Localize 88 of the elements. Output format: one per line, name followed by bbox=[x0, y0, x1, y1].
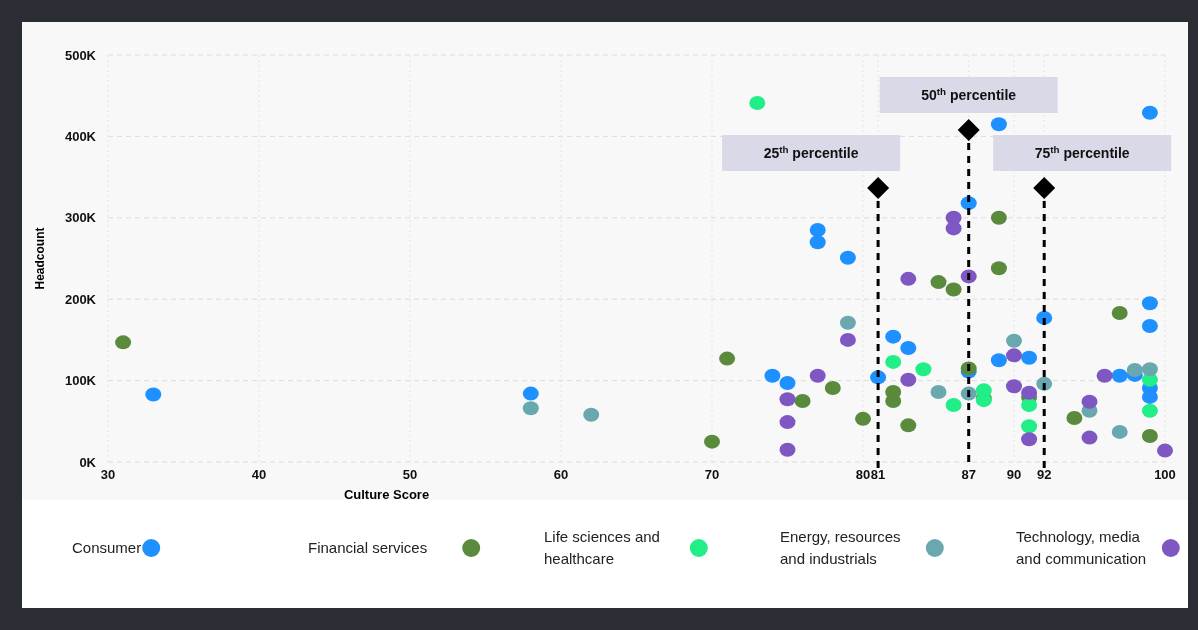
point bbox=[839, 250, 856, 265]
point bbox=[1006, 333, 1022, 348]
point bbox=[1111, 368, 1128, 383]
point bbox=[900, 372, 917, 387]
y-tick-label: 100K bbox=[64, 373, 97, 389]
point bbox=[1126, 363, 1143, 378]
point bbox=[809, 368, 826, 383]
point bbox=[990, 261, 1007, 276]
point bbox=[945, 282, 962, 297]
point bbox=[1141, 296, 1158, 311]
point bbox=[719, 351, 736, 366]
point bbox=[945, 398, 962, 413]
y-tick-label: 400K bbox=[64, 128, 97, 144]
point bbox=[1141, 428, 1158, 443]
point bbox=[1111, 424, 1128, 439]
x-tick-label: 90 bbox=[1006, 467, 1022, 482]
point bbox=[855, 411, 871, 426]
x-tick-label: 80 bbox=[855, 467, 871, 482]
ref-line-label: 75$^{th}$ percentile bbox=[1034, 143, 1130, 161]
point bbox=[1141, 105, 1158, 120]
point bbox=[583, 407, 600, 422]
point bbox=[779, 376, 796, 391]
point bbox=[930, 275, 947, 290]
x-tick-label: 40 bbox=[251, 467, 267, 482]
legend-label: Life sciences and healthcare bbox=[544, 528, 660, 567]
y-tick-label: 200K bbox=[64, 291, 97, 307]
legend-label: Consumer bbox=[72, 539, 142, 556]
point bbox=[1141, 403, 1158, 418]
y-tick-label: 300K bbox=[64, 210, 97, 226]
x-tick-label: 92 bbox=[1036, 467, 1052, 482]
point bbox=[885, 354, 902, 369]
y-tick-label: 500K bbox=[64, 47, 97, 63]
point bbox=[1111, 306, 1128, 321]
point bbox=[522, 386, 539, 401]
x-axis-title: Culture Score bbox=[343, 487, 430, 502]
point bbox=[1006, 348, 1022, 363]
point bbox=[1141, 319, 1158, 334]
x-tick-label: 70 bbox=[704, 467, 720, 482]
x-tick-label: 30 bbox=[100, 467, 116, 482]
point bbox=[824, 380, 841, 395]
ref-line-label: 50$^{th}$ percentile bbox=[921, 85, 1017, 103]
point bbox=[839, 315, 856, 330]
legend-label: Financial services bbox=[308, 539, 428, 556]
point bbox=[1021, 398, 1038, 413]
point bbox=[930, 385, 947, 399]
point bbox=[900, 418, 917, 433]
point bbox=[1141, 362, 1158, 377]
x-tick-label: 87 bbox=[961, 467, 976, 482]
point bbox=[1157, 443, 1173, 458]
point bbox=[809, 223, 826, 238]
point bbox=[900, 341, 917, 356]
x-tick-label: 100 bbox=[1154, 467, 1176, 482]
y-axis-title: Headcount bbox=[33, 227, 47, 290]
y-tick-label: 0K bbox=[79, 454, 97, 470]
point bbox=[779, 392, 796, 407]
point bbox=[1021, 419, 1038, 434]
point bbox=[764, 368, 781, 383]
legend-label: Energy, resources and industrials bbox=[780, 528, 901, 567]
point bbox=[1081, 394, 1098, 409]
point bbox=[1096, 368, 1113, 383]
point bbox=[522, 401, 539, 416]
point bbox=[990, 353, 1007, 368]
point bbox=[945, 221, 962, 236]
x-tick-label: 60 bbox=[553, 467, 569, 482]
point bbox=[704, 434, 720, 449]
point bbox=[1021, 350, 1038, 365]
point bbox=[145, 387, 162, 402]
point bbox=[809, 235, 826, 250]
x-tick-label: 81 bbox=[870, 467, 886, 482]
point bbox=[915, 362, 932, 377]
point bbox=[839, 332, 856, 347]
point bbox=[779, 442, 796, 457]
point bbox=[1021, 432, 1038, 447]
ref-line-label: 25$^{th}$ percentile bbox=[763, 143, 859, 161]
point bbox=[885, 329, 902, 344]
point bbox=[990, 117, 1007, 132]
point bbox=[900, 271, 917, 286]
point bbox=[1021, 385, 1038, 400]
point bbox=[115, 335, 132, 350]
x-tick-label: 50 bbox=[402, 467, 418, 482]
point bbox=[990, 210, 1007, 225]
legend-label: Technology, media and communication bbox=[1016, 528, 1147, 567]
point bbox=[1066, 411, 1083, 426]
point bbox=[779, 415, 796, 430]
point bbox=[749, 96, 766, 111]
point bbox=[794, 393, 811, 408]
point bbox=[1081, 430, 1098, 445]
point bbox=[1006, 379, 1022, 394]
